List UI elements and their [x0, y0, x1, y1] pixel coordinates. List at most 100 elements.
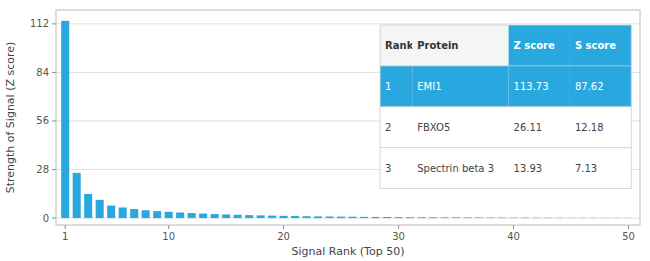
- table-text: EMI1: [417, 81, 441, 92]
- table-rule: [380, 106, 631, 107]
- x-tick: [628, 225, 629, 229]
- y-tick: [52, 72, 56, 73]
- table-cell: [412, 25, 508, 66]
- table-text: S score: [575, 40, 616, 51]
- bar: [291, 216, 299, 218]
- table-text: 87.62: [575, 81, 604, 92]
- bar: [268, 216, 276, 218]
- bar: [590, 217, 598, 218]
- chart: 0 28 56 84 112 1 10 20 30 40 50 Signal Rank (Top 50…: [0, 0, 650, 261]
- bar: [142, 210, 150, 218]
- x-tick-label: 50: [622, 231, 635, 242]
- y-tick: [52, 218, 56, 219]
- x-tick: [398, 225, 399, 229]
- table-text: Protein: [417, 40, 458, 51]
- bar: [153, 211, 161, 218]
- table-cell: [570, 66, 631, 107]
- bar: [130, 209, 138, 218]
- y-tick: [52, 120, 56, 121]
- x-axis-label: Signal Rank (Top 50): [292, 245, 405, 258]
- y-tick-label: 112: [30, 18, 49, 29]
- table-text: 113.73: [514, 81, 549, 92]
- table-rule: [380, 65, 631, 66]
- bar: [73, 173, 81, 218]
- table-cell: [509, 25, 570, 66]
- bar: [521, 217, 529, 218]
- table-rule: [380, 25, 631, 26]
- bar: [96, 200, 104, 218]
- table-cell: [509, 148, 570, 189]
- table-cell: [380, 148, 412, 189]
- bar: [498, 217, 506, 218]
- grid-line: [56, 23, 640, 24]
- bar: [222, 214, 230, 218]
- bar: [360, 217, 368, 218]
- bars: [61, 21, 632, 218]
- table-text: 1: [385, 81, 391, 92]
- bar: [406, 217, 414, 219]
- y-axis-label: Strength of Signal (Z score): [4, 42, 17, 194]
- table-rule: [380, 25, 381, 188]
- table-cell: [412, 66, 508, 107]
- bar: [188, 213, 196, 218]
- bar: [349, 217, 357, 218]
- bar: [510, 217, 518, 218]
- y-tick-label: 28: [36, 164, 49, 175]
- bar: [441, 217, 449, 219]
- table-cell: [412, 107, 508, 148]
- bar: [624, 217, 632, 218]
- x-tick-label: 10: [162, 231, 175, 242]
- x-tick: [513, 225, 514, 229]
- bar: [199, 214, 207, 219]
- bar: [245, 215, 253, 218]
- table-text: 26.11: [514, 122, 543, 133]
- bar: [464, 217, 472, 219]
- x-tick: [168, 225, 169, 229]
- bar: [234, 215, 242, 218]
- table-cell: [509, 107, 570, 148]
- bar: [280, 216, 288, 218]
- bar: [533, 217, 541, 218]
- x-tick-label: 20: [277, 231, 290, 242]
- bar: [314, 216, 322, 218]
- table-cell: [570, 25, 631, 66]
- table-cell: [570, 107, 631, 148]
- bar: [372, 217, 380, 218]
- table: RankProtein Z score S score 1 EMI1 113.73 87.6…: [380, 25, 631, 188]
- x-tick: [283, 225, 284, 229]
- grid: [56, 24, 640, 218]
- plot-frame: [56, 10, 640, 225]
- table-text: 12.18: [575, 122, 604, 133]
- table-rule: [380, 188, 631, 189]
- x-tick-label: 40: [507, 231, 520, 242]
- table-cell: [380, 107, 412, 148]
- table-text: 13.93: [514, 163, 543, 174]
- y-tick: [52, 169, 56, 170]
- bar: [257, 215, 265, 218]
- bar: [452, 217, 460, 219]
- bar: [176, 213, 184, 219]
- bar: [383, 217, 391, 218]
- table-text: Rank: [385, 40, 414, 51]
- y-tick-label: 56: [36, 115, 49, 126]
- bar: [429, 217, 437, 219]
- bar: [556, 217, 564, 218]
- table-text: Z score: [514, 40, 555, 51]
- bar: [418, 217, 426, 219]
- bar: [107, 206, 115, 218]
- table-rule: [380, 147, 631, 148]
- table-cell: [412, 148, 508, 189]
- table-text: 7.13: [575, 163, 597, 174]
- table-text: Spectrin beta 3: [417, 163, 494, 174]
- bar: [165, 212, 173, 218]
- bar: [119, 207, 127, 218]
- x-tick-label: 30: [392, 231, 405, 242]
- bar: [601, 217, 609, 218]
- bar: [61, 21, 69, 218]
- y-tick-label: 0: [43, 213, 49, 224]
- table-rule: [631, 25, 632, 188]
- bar: [337, 217, 345, 218]
- y-tick-label: 84: [36, 67, 49, 78]
- x-tick: [65, 225, 66, 229]
- table-cell: [509, 66, 570, 107]
